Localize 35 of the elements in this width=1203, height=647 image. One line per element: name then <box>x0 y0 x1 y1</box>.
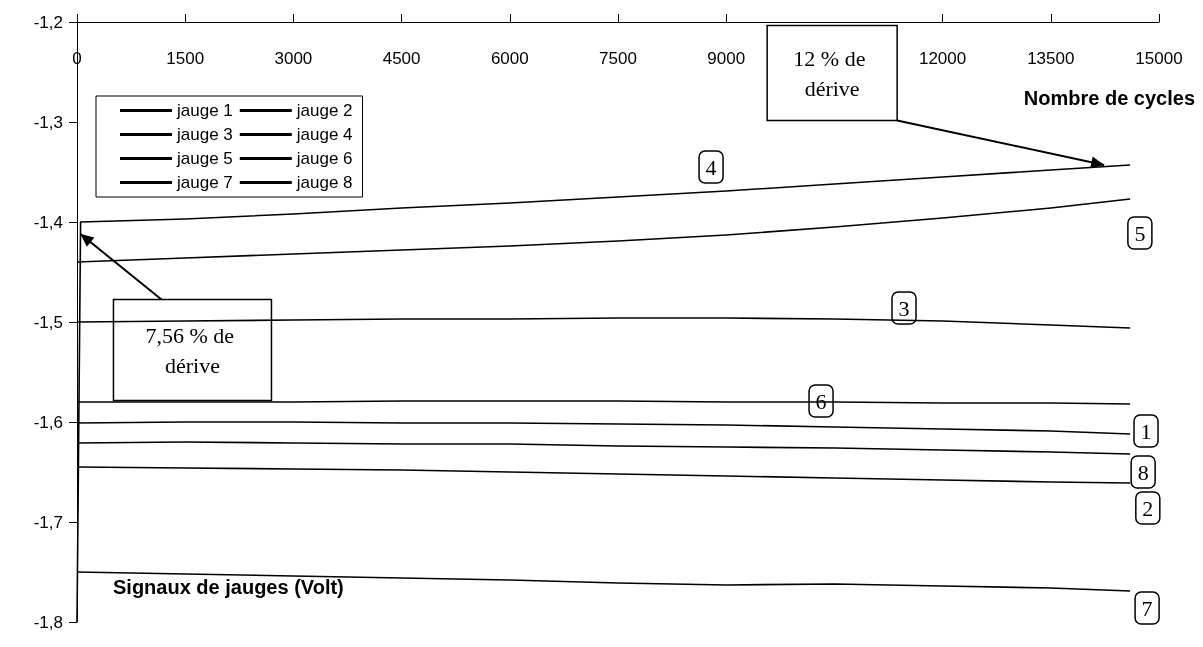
y-tick-label: -1,4 <box>33 212 63 232</box>
y-tick-label: -1,3 <box>33 112 63 132</box>
x-tick-label: 1500 <box>166 49 205 68</box>
legend-label: jauge 5 <box>176 149 233 168</box>
y-tick-label: -1,7 <box>33 512 63 532</box>
annotation: 12 % de dérive <box>793 45 871 101</box>
annotation: 5 <box>1134 220 1146 246</box>
legend-label: jauge 7 <box>176 173 233 192</box>
y-tick-label: -1,2 <box>33 12 63 32</box>
annotation: 2 <box>1142 495 1154 521</box>
legend-label: jauge 8 <box>295 173 353 192</box>
legend-label: jauge 2 <box>295 101 353 120</box>
y-tick-label: -1,5 <box>33 312 63 332</box>
x-tick-label: 13500 <box>1027 49 1075 68</box>
legend-label: jauge 3 <box>176 125 233 144</box>
x-tick-label: 7500 <box>599 49 637 68</box>
annotation: 7,56 % de dérive <box>145 322 240 378</box>
x-tick-label: 6000 <box>490 49 529 68</box>
y-tick-label: -1,6 <box>33 412 63 432</box>
x-tick-label: 12000 <box>918 49 967 68</box>
legend-label: jauge 1 <box>176 101 233 120</box>
y-tick-label: -1,8 <box>33 612 63 632</box>
x-axis-title: Nombre de cycles <box>1023 87 1196 109</box>
y-axis-title: Signaux de jauges (Volt) <box>113 576 344 598</box>
annotation: 8 <box>1137 459 1149 485</box>
annotation: 1 <box>1140 418 1152 444</box>
x-tick-label: 4500 <box>382 49 421 68</box>
annotation: 7 <box>1141 595 1153 621</box>
x-tick-label: 15000 <box>1135 49 1183 68</box>
x-tick-label: 3000 <box>274 49 313 68</box>
annotation: 4 <box>705 154 717 180</box>
annotation: 3 <box>898 295 910 321</box>
legend-label: jauge 4 <box>295 125 353 144</box>
x-tick-label: 9000 <box>707 49 746 68</box>
legend-label: jauge 6 <box>295 149 353 168</box>
